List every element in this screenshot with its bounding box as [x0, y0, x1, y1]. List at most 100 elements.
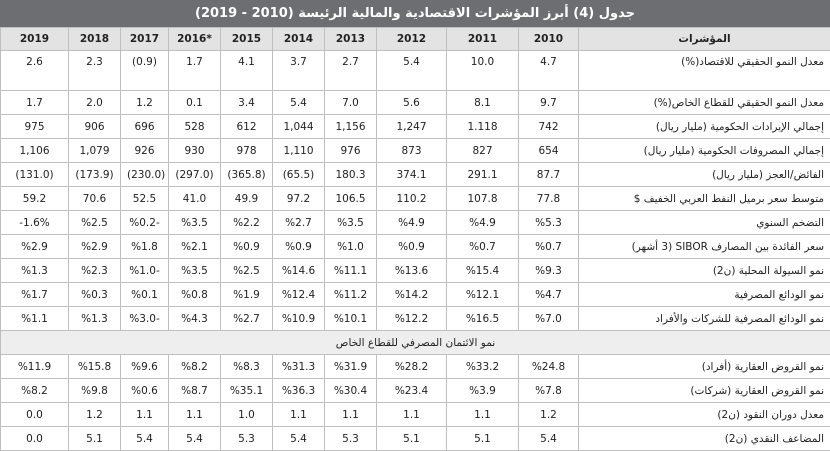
- cell-value: %24.8: [519, 355, 579, 379]
- cell-value: (65.5): [273, 163, 325, 187]
- cell-value: %12.4: [273, 283, 325, 307]
- row-label: نمو القروض العقارية (أفراد): [579, 355, 830, 379]
- cell-value: 528: [169, 115, 221, 139]
- column-header-year: *2016: [169, 28, 221, 51]
- column-header-year: 2019: [1, 28, 69, 51]
- cell-value: 5.3: [325, 427, 377, 451]
- cell-value: %36.3: [273, 379, 325, 403]
- cell-value: 978: [221, 139, 273, 163]
- cell-value: 77.8: [519, 187, 579, 211]
- cell-value: 87.7: [519, 163, 579, 187]
- cell-value: 3.4: [221, 91, 273, 115]
- section-title: نمو الائتمان المصرفي للقطاع الخاص: [1, 331, 830, 355]
- row-label: نمو السيولة المحلية (ن2): [579, 259, 830, 283]
- cell-value: 4.1: [221, 51, 273, 91]
- column-header-year: 2012: [377, 28, 447, 51]
- cell-value: 2.7: [325, 51, 377, 91]
- cell-value: 827: [447, 139, 519, 163]
- cell-value: %0.8: [169, 283, 221, 307]
- cell-value: %0.7: [447, 235, 519, 259]
- cell-value: 1.0: [221, 403, 273, 427]
- cell-value: 9.7: [519, 91, 579, 115]
- cell-value: 1.118: [447, 115, 519, 139]
- cell-value: (173.9): [69, 163, 121, 187]
- cell-value: %15.4: [447, 259, 519, 283]
- cell-value: 1.7: [1, 91, 69, 115]
- cell-value: 930: [169, 139, 221, 163]
- cell-value: 49.9: [221, 187, 273, 211]
- cell-value: 2.0: [69, 91, 121, 115]
- data-row: نمو السيولة المحلية (ن2)%9.3%15.4%13.6 %1…: [1, 259, 830, 283]
- cell-value: 1,106: [1, 139, 69, 163]
- row-label: نمو الودائع المصرفية للشركات والأفراد: [579, 307, 830, 331]
- row-label: نمو القروض العقارية (شركات): [579, 379, 830, 403]
- cell-value: 5.1: [447, 427, 519, 451]
- cell-value: (0.9): [121, 51, 169, 91]
- cell-value: (365.8): [221, 163, 273, 187]
- cell-value: 926: [121, 139, 169, 163]
- row-label: معدل النمو الحقيقي للقطاع الخاص(%): [579, 91, 830, 115]
- cell-value: 1,156: [325, 115, 377, 139]
- data-row: إجمالي الإيرادات الحكومية (مليار ريال)74…: [1, 115, 830, 139]
- cell-value: 5.1: [377, 427, 447, 451]
- cell-value: 1.2: [519, 403, 579, 427]
- cell-value: 1.1: [377, 403, 447, 427]
- cell-value: 291.1: [447, 163, 519, 187]
- cell-value: 654: [519, 139, 579, 163]
- data-row: نمو الودائع المصرفية للشركات والأفراد%7.…: [1, 307, 830, 331]
- cell-value: %5.3: [519, 211, 579, 235]
- cell-value: %1.9: [221, 283, 273, 307]
- cell-value: %2.2: [221, 211, 273, 235]
- cell-value: 742: [519, 115, 579, 139]
- row-label: إجمالي المصروفات الحكومية (مليار ريال): [579, 139, 830, 163]
- cell-value: (230.0): [121, 163, 169, 187]
- column-header-year: 2015: [221, 28, 273, 51]
- cell-value: %1.3: [1, 259, 69, 283]
- cell-value: %31.3: [273, 355, 325, 379]
- cell-value: %0.3: [69, 283, 121, 307]
- cell-value: %0.6: [121, 379, 169, 403]
- cell-value: 5.4: [519, 427, 579, 451]
- cell-value: 5.4: [273, 427, 325, 451]
- cell-value: %10.9: [273, 307, 325, 331]
- cell-value: %2.5: [69, 211, 121, 235]
- column-header-label: المؤشرات: [579, 28, 830, 51]
- cell-value: 8.1: [447, 91, 519, 115]
- cell-value: 52.5: [121, 187, 169, 211]
- cell-value: 1,044: [273, 115, 325, 139]
- cell-value: %1.8: [121, 235, 169, 259]
- cell-value: 1,110: [273, 139, 325, 163]
- row-label: معدل النمو الحقيقي للاقتصاد(%): [579, 51, 830, 91]
- cell-value: %0.9: [221, 235, 273, 259]
- cell-value: 873: [377, 139, 447, 163]
- cell-value: %8.2: [1, 379, 69, 403]
- cell-value: %14.2: [377, 283, 447, 307]
- cell-value: 5.4: [169, 427, 221, 451]
- cell-value: 10.0: [447, 51, 519, 91]
- cell-value: 3.7: [273, 51, 325, 91]
- cell-value: %4.7: [519, 283, 579, 307]
- cell-value: 5.4: [273, 91, 325, 115]
- cell-value: %0.9: [273, 235, 325, 259]
- cell-value: %3.0-: [121, 307, 169, 331]
- cell-value: %1.7: [1, 283, 69, 307]
- cell-value: %13.6: [377, 259, 447, 283]
- cell-value: 1.1: [447, 403, 519, 427]
- cell-value: %33.2: [447, 355, 519, 379]
- cell-value: %4.9: [377, 211, 447, 235]
- cell-value: %9.3: [519, 259, 579, 283]
- cell-value: 0.1: [169, 91, 221, 115]
- cell-value: 0.0: [1, 403, 69, 427]
- cell-value: 612: [221, 115, 273, 139]
- cell-value: 975: [1, 115, 69, 139]
- cell-value: %12.2: [377, 307, 447, 331]
- column-header-year: 2018: [69, 28, 121, 51]
- row-label: المضاعف النقدي (ن2): [579, 427, 830, 451]
- cell-value: %8.2: [169, 355, 221, 379]
- column-header-year: 2014: [273, 28, 325, 51]
- column-header-year: 2010: [519, 28, 579, 51]
